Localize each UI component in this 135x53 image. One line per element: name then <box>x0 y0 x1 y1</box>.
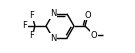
Text: N: N <box>50 34 56 43</box>
Text: N: N <box>50 9 56 18</box>
Text: F: F <box>23 22 27 30</box>
Text: F: F <box>30 12 34 21</box>
Text: O: O <box>85 10 91 20</box>
Text: O: O <box>91 30 97 39</box>
Text: F: F <box>30 31 34 40</box>
